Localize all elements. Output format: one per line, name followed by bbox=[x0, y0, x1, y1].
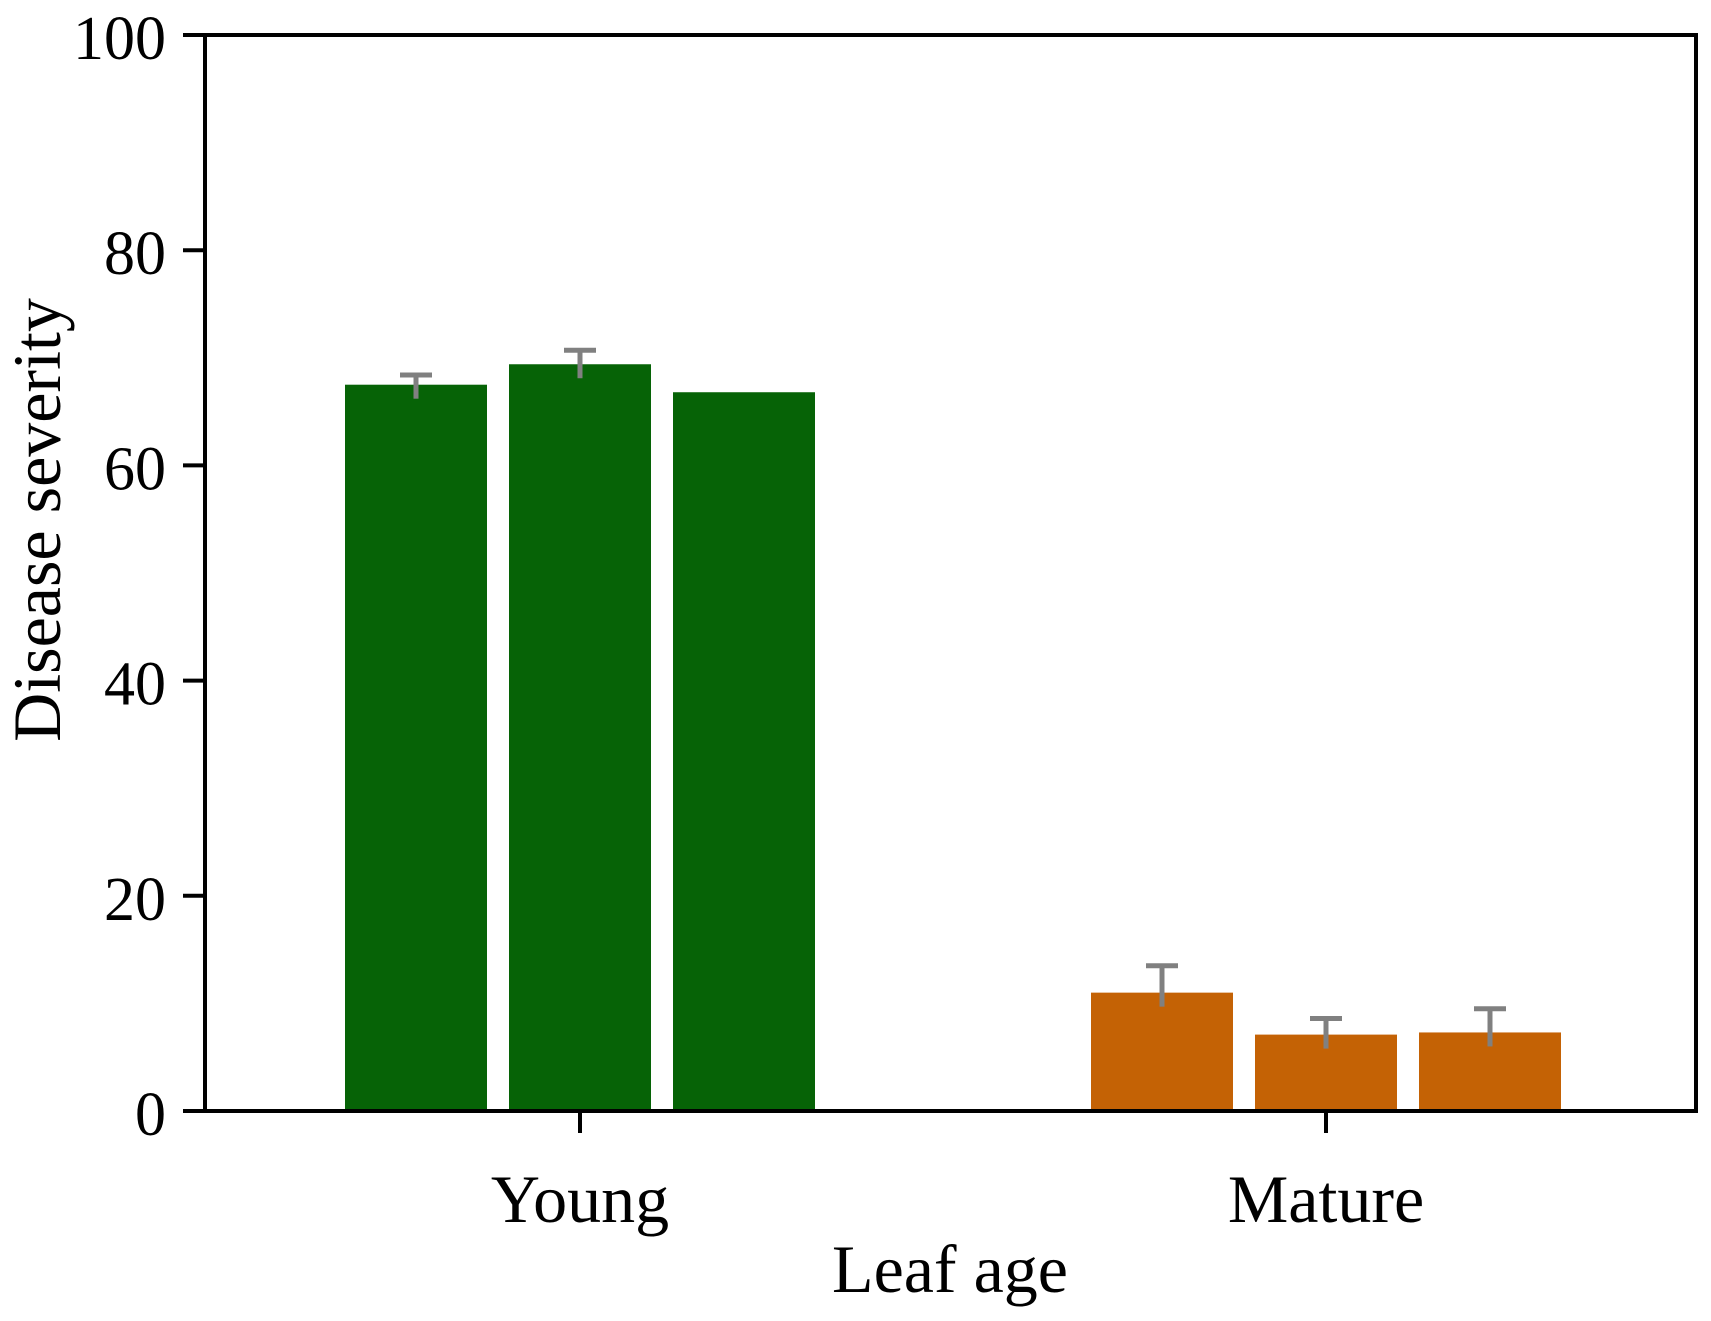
y-axis-ticks bbox=[183, 33, 203, 1113]
y-tick-label: 60 bbox=[104, 435, 166, 503]
y-tick-label: 100 bbox=[73, 5, 166, 73]
category-label-mature: Mature bbox=[1228, 1161, 1424, 1237]
y-tick-label: 0 bbox=[135, 1081, 166, 1149]
plot-box bbox=[203, 33, 1698, 1113]
x-axis-ticks bbox=[578, 1113, 1328, 1133]
y-axis-title: Disease severity bbox=[0, 298, 75, 742]
y-axis-tick-labels: 0 20 40 60 80 100 bbox=[73, 5, 166, 1149]
bars-layer bbox=[345, 364, 1561, 1114]
y-tick-label: 40 bbox=[104, 651, 166, 719]
bar-young-3 bbox=[673, 392, 815, 1113]
y-tick-label: 20 bbox=[104, 866, 166, 934]
x-axis-title: Leaf age bbox=[832, 1231, 1068, 1307]
bar-young-2 bbox=[509, 364, 651, 1114]
category-label-young: Young bbox=[491, 1161, 669, 1237]
bar-young-1 bbox=[345, 384, 487, 1113]
y-tick-label: 80 bbox=[104, 220, 166, 288]
error-bars-layer bbox=[400, 347, 1506, 1049]
x-axis-category-labels: Young Mature bbox=[491, 1161, 1424, 1237]
bar-mature-1 bbox=[1091, 992, 1233, 1113]
